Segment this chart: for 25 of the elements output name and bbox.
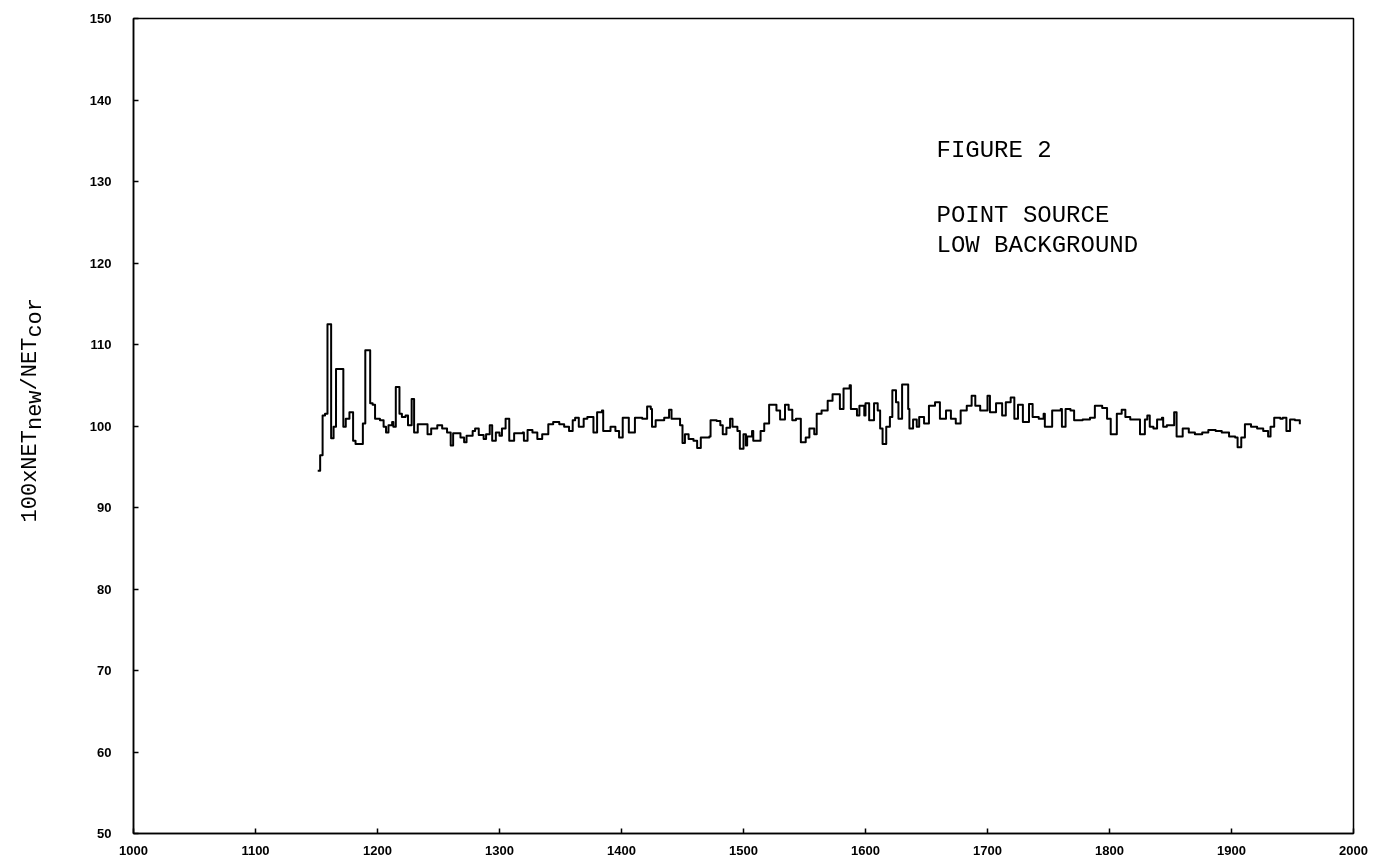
- y-tick-label: 130: [89, 174, 112, 189]
- x-tick-label: 1200: [363, 842, 392, 858]
- x-tick-label: 1100: [241, 842, 270, 858]
- x-tick-label: 1600: [851, 842, 880, 858]
- x-tick-label: 2000: [1339, 842, 1368, 858]
- y-tick-label: 120: [89, 255, 112, 271]
- x-tick-label: 1500: [729, 842, 758, 858]
- y-tick-label: 90: [97, 500, 112, 515]
- y-tick-label: 110: [90, 337, 112, 352]
- y-tick-label: 80: [97, 581, 112, 597]
- y-tick-label: 70: [97, 663, 112, 678]
- x-tick-label: 1000: [119, 842, 148, 858]
- x-tick-label: 1900: [1217, 842, 1246, 858]
- y-tick-label: 140: [89, 92, 112, 108]
- y-tick-label: 100: [89, 418, 112, 434]
- annotation: FIGURE 2: [936, 137, 1052, 164]
- y-tick-label: 60: [97, 744, 112, 760]
- y-tick-label: 150: [89, 11, 112, 26]
- x-tick-label: 1800: [1095, 842, 1124, 858]
- x-tick-label: 1400: [607, 842, 636, 858]
- x-tick-label: 1700: [973, 842, 1002, 858]
- x-tick-label: 1300: [485, 842, 514, 858]
- annotation: POINT SOURCE: [936, 202, 1110, 229]
- annotation: LOW BACKGROUND: [936, 232, 1139, 259]
- y-tick-label: 50: [97, 826, 112, 841]
